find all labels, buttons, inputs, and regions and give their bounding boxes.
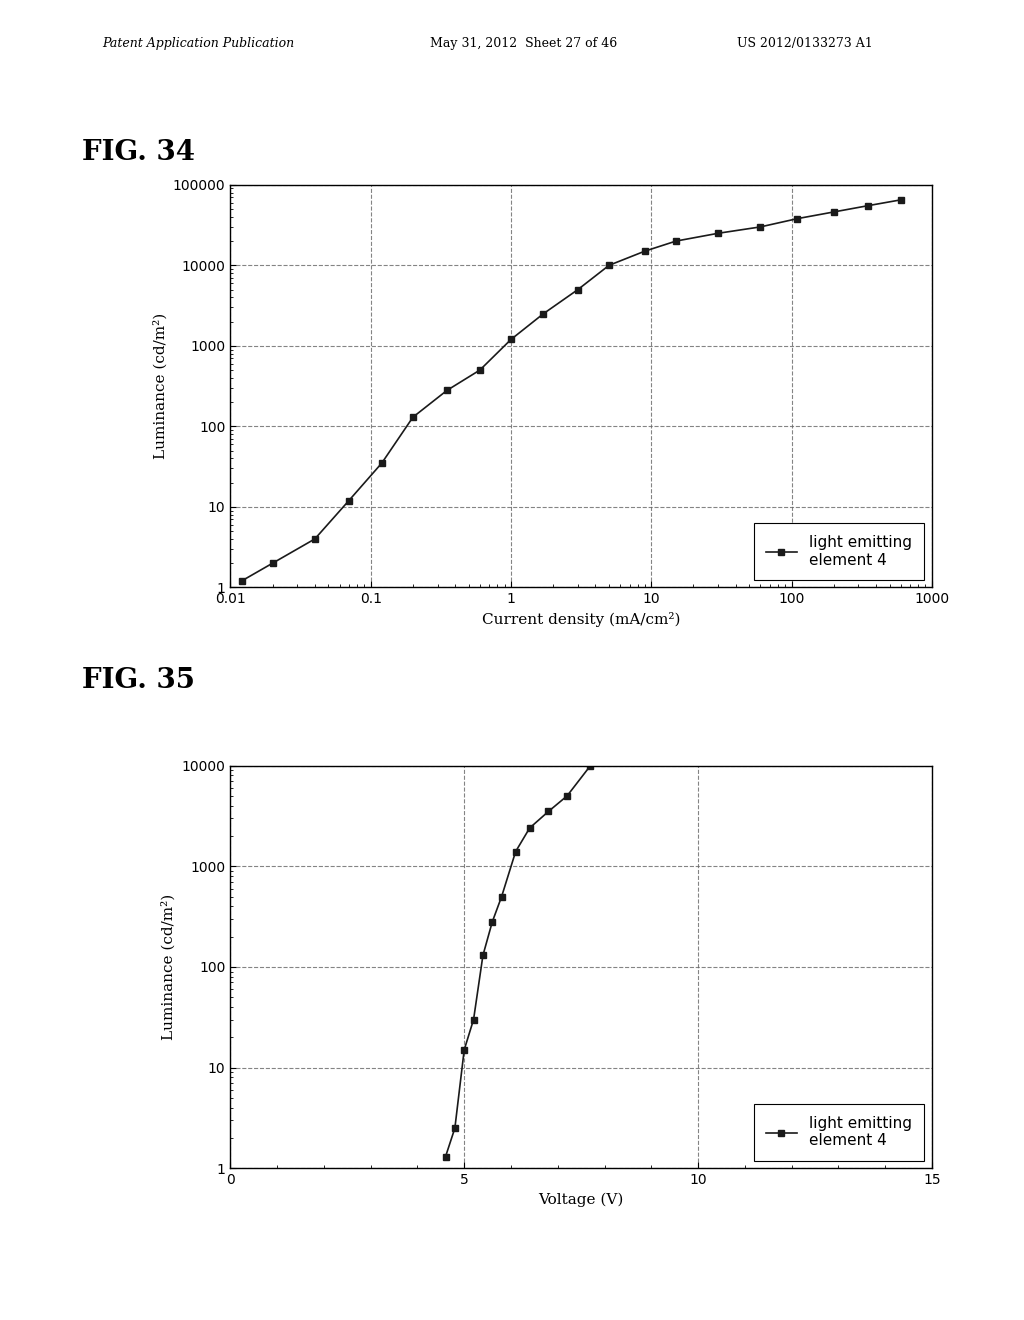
light emitting
element 4	[639, 243, 651, 259]
light emitting
element 4	[607, 704, 620, 719]
light emitting
element 4	[571, 281, 584, 297]
Text: Patent Application Publication: Patent Application Publication	[102, 37, 295, 50]
light emitting
element 4	[895, 191, 907, 207]
Text: FIG. 35: FIG. 35	[82, 667, 195, 693]
light emitting
element 4	[755, 219, 767, 235]
light emitting
element 4	[538, 306, 550, 322]
light emitting
element 4	[712, 226, 724, 242]
light emitting
element 4	[449, 1121, 461, 1137]
X-axis label: Voltage (V): Voltage (V)	[539, 1192, 624, 1206]
Legend: light emitting
element 4: light emitting element 4	[754, 523, 925, 579]
light emitting
element 4	[477, 948, 489, 964]
Line: light emitting
element 4: light emitting element 4	[238, 197, 904, 585]
light emitting
element 4	[496, 888, 508, 904]
light emitting
element 4	[266, 556, 279, 572]
light emitting
element 4	[376, 455, 388, 471]
light emitting
element 4	[543, 804, 555, 820]
light emitting
element 4	[458, 1041, 470, 1057]
light emitting
element 4	[603, 257, 615, 273]
light emitting
element 4	[486, 913, 499, 929]
Text: US 2012/0133273 A1: US 2012/0133273 A1	[737, 37, 873, 50]
light emitting
element 4	[585, 758, 597, 774]
light emitting
element 4	[827, 205, 840, 220]
light emitting
element 4	[343, 492, 355, 508]
light emitting
element 4	[510, 843, 522, 859]
Legend: light emitting
element 4: light emitting element 4	[754, 1104, 925, 1160]
light emitting
element 4	[439, 1148, 452, 1164]
light emitting
element 4	[441, 383, 454, 399]
Text: May 31, 2012  Sheet 27 of 46: May 31, 2012 Sheet 27 of 46	[430, 37, 617, 50]
Y-axis label: Luminance (cd/m²): Luminance (cd/m²)	[153, 313, 167, 459]
light emitting
element 4	[792, 211, 804, 227]
Line: light emitting
element 4: light emitting element 4	[442, 708, 617, 1160]
light emitting
element 4	[236, 573, 248, 589]
light emitting
element 4	[505, 331, 517, 347]
X-axis label: Current density (mA/cm²): Current density (mA/cm²)	[482, 611, 680, 627]
light emitting
element 4	[523, 820, 536, 836]
light emitting
element 4	[467, 1011, 479, 1027]
light emitting
element 4	[308, 531, 321, 546]
Y-axis label: Luminance (cd/m²): Luminance (cd/m²)	[162, 894, 176, 1040]
Text: FIG. 34: FIG. 34	[82, 139, 195, 165]
light emitting
element 4	[561, 788, 573, 804]
light emitting
element 4	[862, 198, 874, 214]
light emitting
element 4	[407, 409, 419, 425]
light emitting
element 4	[670, 234, 682, 249]
light emitting
element 4	[474, 362, 486, 378]
